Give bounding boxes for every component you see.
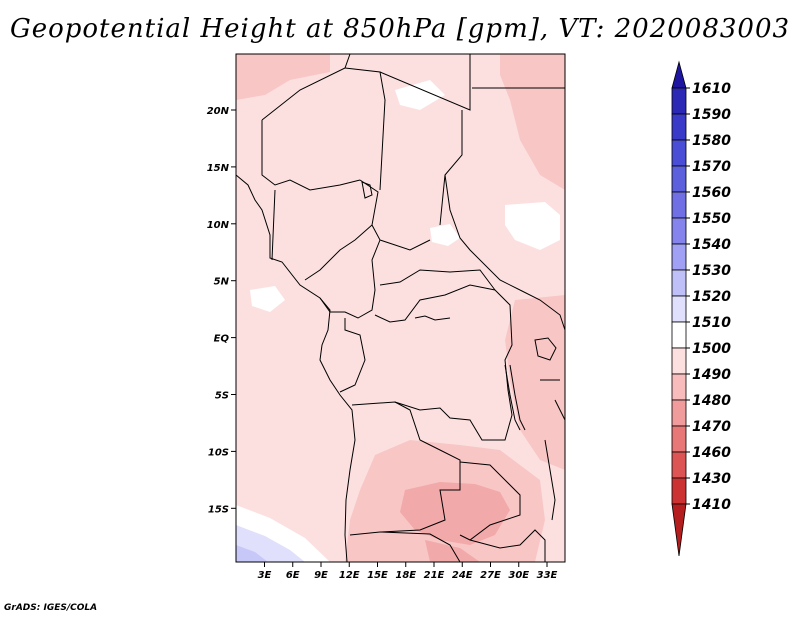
colorbar-label: 1480 xyxy=(692,393,731,409)
colorbar-segment xyxy=(671,451,687,479)
lat-label: 10N xyxy=(207,220,230,231)
colorbar-label: 1460 xyxy=(692,445,731,461)
colorbar-label: 1530 xyxy=(692,263,731,279)
lon-label: 6E xyxy=(286,570,300,581)
lat-label: 10S xyxy=(208,447,229,458)
lake-malawi xyxy=(544,439,556,521)
colorbar-label: 1490 xyxy=(692,367,731,383)
shade-1490-east xyxy=(505,295,565,470)
colorbar-bottom-arrow xyxy=(671,503,687,557)
colorbar-segment xyxy=(671,87,687,115)
colorbar-segment xyxy=(671,373,687,401)
border-chad xyxy=(439,110,463,226)
border-niger-chad xyxy=(359,179,431,251)
colorbar-segment xyxy=(671,269,687,297)
lon-label: 30E xyxy=(508,570,529,581)
shade-1510-central xyxy=(430,224,460,246)
colorbar-segment xyxy=(671,243,687,271)
colorbar-segment xyxy=(671,399,687,427)
border-namibia-botswana xyxy=(379,531,461,563)
colorbar-segment xyxy=(671,217,687,245)
lon-label: 3E xyxy=(258,570,272,581)
lon-label: 24E xyxy=(452,570,473,581)
colorbar-label: 1540 xyxy=(692,237,731,253)
grads-credit: GrADS: IGES/COLA xyxy=(4,603,98,613)
border-car xyxy=(379,269,496,291)
border-cameroon xyxy=(319,239,381,319)
lon-label: 21E xyxy=(424,570,445,581)
border-angola xyxy=(349,401,461,536)
border-sudan xyxy=(444,174,521,291)
shade-1490-north xyxy=(236,54,330,100)
lat-label: 15N xyxy=(207,163,230,174)
lon-label: 12E xyxy=(339,570,360,581)
colorbar-segment xyxy=(671,321,687,349)
border-nigeria xyxy=(271,189,373,281)
lon-label: 18E xyxy=(395,570,416,581)
colorbar-label: 1570 xyxy=(692,159,731,175)
colorbar-label: 1580 xyxy=(692,133,731,149)
coastline-west-africa xyxy=(235,174,356,563)
colorbar-label: 1470 xyxy=(692,419,731,435)
colorbar-label: 1550 xyxy=(692,211,731,227)
colorbar-top-arrow xyxy=(671,60,687,89)
lake-tanganyika xyxy=(504,364,526,431)
colorbar-segment xyxy=(671,191,687,219)
lon-label: 27E xyxy=(480,570,501,581)
lake-chad xyxy=(361,181,373,199)
colorbar-label: 1520 xyxy=(692,289,731,305)
lat-label: 5S xyxy=(215,391,229,402)
lon-label: 15E xyxy=(367,570,388,581)
shade-1480-south-b xyxy=(425,540,480,562)
shade-1530-southwest xyxy=(236,545,268,562)
colorbar-label: 1610 xyxy=(692,81,731,97)
country-borders xyxy=(235,53,566,563)
chart-title: Geopotential Height at 850hPa [gpm], VT:… xyxy=(9,14,791,44)
lat-label: 5N xyxy=(214,277,230,288)
colorbar-segment xyxy=(671,113,687,141)
lat-label: 20N xyxy=(207,106,230,117)
colorbar-segment xyxy=(671,139,687,167)
colorbar-segment xyxy=(671,347,687,375)
border-congo xyxy=(339,318,366,393)
shade-1480-south xyxy=(400,482,510,545)
map-frame xyxy=(235,53,566,563)
shade-1510-east xyxy=(505,202,560,250)
border-zambia xyxy=(459,461,521,541)
colorbar xyxy=(671,60,687,557)
border-zimbabwe xyxy=(469,529,546,562)
lon-label: 9E xyxy=(314,570,328,581)
colorbar-label: 1430 xyxy=(692,471,731,487)
river-congo xyxy=(414,315,451,321)
lake-victoria xyxy=(534,337,557,361)
colorbar-label: 1510 xyxy=(692,315,731,331)
colorbar-label: 1590 xyxy=(692,107,731,123)
colorbar-label: 1500 xyxy=(692,341,731,357)
colorbar-segment xyxy=(671,477,687,505)
shade-1510-north xyxy=(395,80,445,110)
lat-label: 15S xyxy=(208,504,229,515)
map-area: 20N 15N 10N 5N EQ 5S 10S 15S 3E 6E 9E 12E 15E 18E 21E… xyxy=(207,53,566,581)
colorbar-labels: 1610 1590 1580 1570 1560 1550 1540 1530 1520 1510… xyxy=(686,81,731,513)
border-sahara-2 xyxy=(344,67,386,191)
border-mali xyxy=(261,120,361,191)
colorbar-label: 1410 xyxy=(692,497,731,513)
colorbar-segment xyxy=(671,425,687,453)
lat-label: EQ xyxy=(214,334,230,345)
colorbar-segment xyxy=(671,295,687,323)
border-sahara-3 xyxy=(379,54,471,111)
border-east-africa xyxy=(519,289,566,421)
latitude-labels: 20N 15N 10N 5N EQ 5S 10S 15S xyxy=(207,106,236,515)
border-sahara-1 xyxy=(261,53,351,121)
shade-1510-west xyxy=(250,286,285,312)
lon-label: 33E xyxy=(537,570,558,581)
colorbar-segment xyxy=(671,165,687,193)
longitude-labels: 3E 6E 9E 12E 15E 18E 21E 24E 27E 30E 33E xyxy=(258,562,558,581)
colorbar-label: 1560 xyxy=(692,185,731,201)
